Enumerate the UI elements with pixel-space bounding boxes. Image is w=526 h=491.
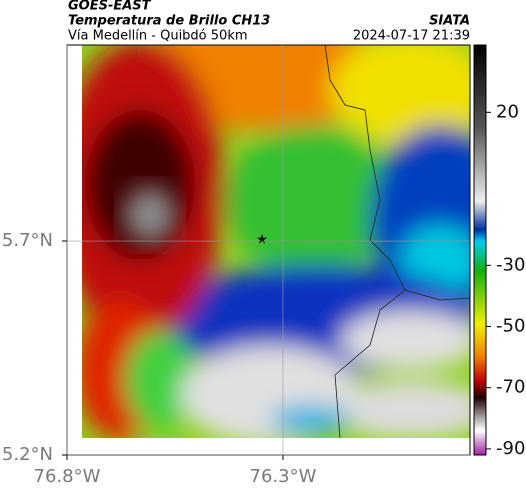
x-tick-label: 76.3°W xyxy=(250,466,317,487)
title: GOES-EAST xyxy=(68,0,152,14)
colorbar-tick-label: -90 xyxy=(496,438,525,459)
y-tick-label: 5.2°N xyxy=(2,444,53,465)
colorbar-tick-label: -70 xyxy=(496,377,525,398)
location-marker: ★ xyxy=(256,233,268,248)
timestamp: 2024-07-17 21:39 xyxy=(353,29,470,44)
colorbar-tick-label: -30 xyxy=(496,254,525,275)
location: Vía Medellín - Quibdó 50km xyxy=(68,29,248,44)
x-tick-label: 76.8°W xyxy=(34,466,101,487)
colorbar xyxy=(473,44,487,456)
colorbar-tick-label: -50 xyxy=(496,315,525,336)
subtitle: Temperatura de Brillo CH13 xyxy=(68,14,270,29)
satellite-image xyxy=(82,45,470,438)
source: SIATA xyxy=(429,14,470,29)
y-tick-label: 5.7°N xyxy=(2,230,53,251)
colorbar-tick-label: 20 xyxy=(496,101,519,122)
